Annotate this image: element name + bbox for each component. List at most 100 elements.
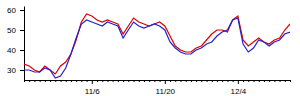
y-axis: 30 40 50 60 xyxy=(7,6,24,80)
x-tick xyxy=(233,80,234,82)
x-tick-mark xyxy=(144,80,145,82)
x-tick xyxy=(149,80,150,82)
series-line xyxy=(24,14,290,74)
x-tick xyxy=(248,80,249,82)
x-tick xyxy=(55,80,56,82)
x-tick xyxy=(102,80,103,82)
x-tick-mark xyxy=(92,80,93,84)
x-tick-mark xyxy=(113,80,114,82)
x-tick: 11/20 xyxy=(156,80,176,96)
x-tick xyxy=(134,80,135,82)
x-tick-mark xyxy=(269,80,270,82)
x-tick-mark xyxy=(227,80,228,82)
x-tick xyxy=(217,80,218,82)
x-tick-mark xyxy=(107,80,108,82)
plot-area xyxy=(24,14,290,78)
x-tick-mark xyxy=(61,80,62,82)
x-tick xyxy=(227,80,228,82)
x-tick-mark xyxy=(243,80,244,82)
x-tick xyxy=(207,80,208,82)
y-tick-label: 50 xyxy=(7,26,16,35)
x-tick xyxy=(81,80,82,82)
x-tick xyxy=(118,80,119,82)
x-tick xyxy=(201,80,202,82)
x-tick-mark xyxy=(253,80,254,82)
x-tick xyxy=(144,80,145,82)
x-tick xyxy=(128,80,129,82)
x-tick xyxy=(34,80,35,82)
x-tick xyxy=(139,80,140,82)
x-tick-mark xyxy=(186,80,187,82)
y-tick-label: 40 xyxy=(7,46,16,55)
y-tick-mark xyxy=(20,70,24,71)
x-tick xyxy=(107,80,108,82)
x-tick: 12/4 xyxy=(231,80,247,96)
x-tick xyxy=(259,80,260,82)
x-tick xyxy=(97,80,98,82)
x-tick xyxy=(212,80,213,82)
x-tick xyxy=(154,80,155,82)
x-tick-mark xyxy=(123,80,124,82)
x-tick xyxy=(222,80,223,82)
y-tick: 30 xyxy=(7,66,24,75)
x-tick-mark xyxy=(196,80,197,82)
x-tick-mark xyxy=(55,80,56,82)
x-tick-mark xyxy=(97,80,98,82)
y-tick-mark xyxy=(20,10,24,11)
x-tick-mark xyxy=(165,80,166,84)
x-tick xyxy=(45,80,46,82)
x-tick xyxy=(123,80,124,82)
x-tick-label: 12/4 xyxy=(231,87,247,96)
x-tick-mark xyxy=(71,80,72,82)
x-tick-mark xyxy=(280,80,281,82)
x-tick xyxy=(170,80,171,82)
y-tick: 60 xyxy=(7,6,24,15)
x-tick-mark xyxy=(259,80,260,82)
x-tick-mark xyxy=(149,80,150,82)
x-tick-mark xyxy=(170,80,171,82)
x-tick-mark xyxy=(128,80,129,82)
x-tick-mark xyxy=(40,80,41,82)
x-tick xyxy=(191,80,192,82)
x-tick xyxy=(253,80,254,82)
x-tick xyxy=(87,80,88,82)
x-tick-mark xyxy=(154,80,155,82)
x-tick xyxy=(285,80,286,82)
y-tick: 40 xyxy=(7,46,24,55)
x-tick-label: 11/20 xyxy=(156,87,176,96)
x-tick-mark xyxy=(34,80,35,82)
x-tick xyxy=(290,80,291,82)
x-tick-mark xyxy=(81,80,82,82)
x-tick xyxy=(264,80,265,82)
x-axis: 11/6 11/20 12/4 xyxy=(25,80,291,96)
x-tick-mark xyxy=(134,80,135,82)
x-tick xyxy=(40,80,41,82)
x-tick-mark xyxy=(212,80,213,82)
x-tick-mark xyxy=(274,80,275,82)
x-tick-mark xyxy=(29,80,30,82)
y-tick-label: 30 xyxy=(7,66,16,75)
x-tick-mark xyxy=(87,80,88,82)
x-tick xyxy=(243,80,244,82)
x-tick-mark xyxy=(76,80,77,82)
x-tick xyxy=(269,80,270,82)
x-tick xyxy=(175,80,176,82)
x-tick xyxy=(61,80,62,82)
x-tick-mark xyxy=(290,80,291,82)
x-tick-mark xyxy=(160,80,161,82)
x-tick xyxy=(186,80,187,82)
chart: 11/6 11/20 12/4 30 40 50 60 xyxy=(0,0,300,96)
series-line xyxy=(24,18,290,78)
x-tick-mark xyxy=(180,80,181,82)
x-tick-mark xyxy=(238,80,239,84)
x-tick-mark xyxy=(248,80,249,82)
x-tick xyxy=(280,80,281,82)
x-tick xyxy=(29,80,30,82)
y-tick: 50 xyxy=(7,26,24,35)
y-tick-mark xyxy=(20,50,24,51)
x-tick: 11/6 xyxy=(85,80,101,96)
x-tick-mark xyxy=(102,80,103,82)
x-tick xyxy=(66,80,67,82)
x-tick xyxy=(71,80,72,82)
x-tick-mark xyxy=(118,80,119,82)
